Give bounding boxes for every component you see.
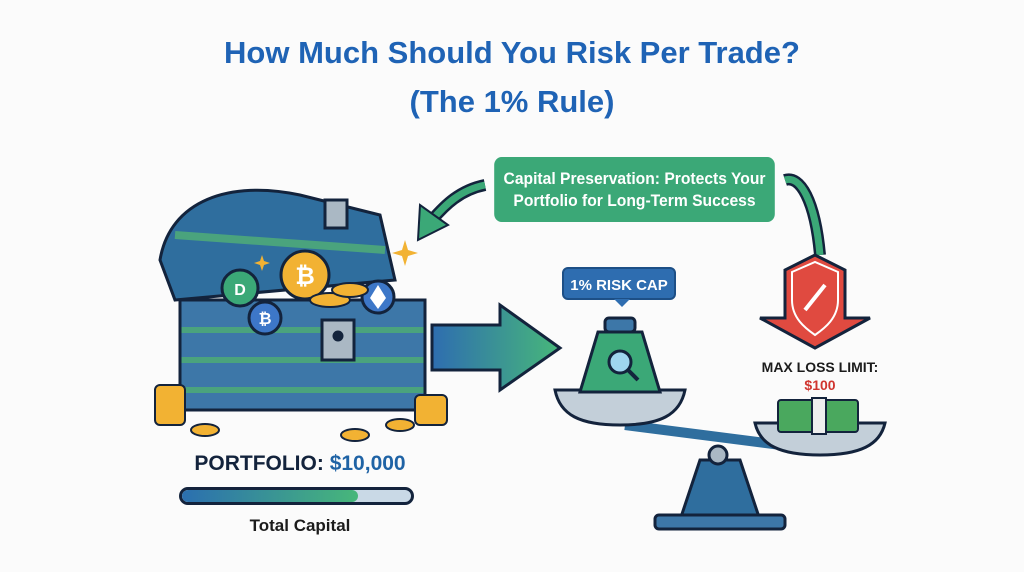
portfolio-value: $10,000 <box>329 452 406 475</box>
max-loss-title: MAX LOSS LIMIT: <box>761 359 879 375</box>
dash-coin-icon: D <box>220 268 260 308</box>
capital-progress-bar <box>179 487 414 505</box>
max-loss-label: MAX LOSS LIMIT: $100 <box>740 358 900 394</box>
broken-chain-shield-icon <box>759 253 871 350</box>
treasure-chest-icon <box>158 188 427 412</box>
max-loss-value: $100 <box>804 377 836 393</box>
curved-arrow-icon <box>416 173 826 256</box>
bitcoin-coin-icon: ₿ ₿ <box>247 249 331 336</box>
arrow-right-icon <box>430 302 563 393</box>
svg-text:₿: ₿ <box>258 309 271 328</box>
portfolio-label: PORTFOLIO: $10,000 <box>170 452 430 476</box>
balance-scale-icon <box>553 388 887 531</box>
total-capital-caption: Total Capital <box>249 516 351 535</box>
capital-preservation-callout: Capital Preservation: Protects Your Port… <box>494 157 775 222</box>
capital-progress-fill <box>182 490 359 502</box>
title-line-1: How Much Should You Risk Per Trade? <box>224 35 800 70</box>
svg-text:₿: ₿ <box>295 262 315 290</box>
title-line-2: (The 1% Rule) <box>409 84 615 119</box>
ethereum-coin-icon <box>360 279 396 315</box>
sparkle-icon <box>254 240 418 271</box>
callout-line-2: Portfolio for Long-Term Success <box>513 190 756 210</box>
risk-cap-badge: 1% RISK CAP <box>562 267 676 307</box>
callout-line-1: Capital Preservation: Protects Your <box>503 168 766 188</box>
weight-magnifier-icon <box>577 316 663 394</box>
svg-text:D: D <box>234 282 246 299</box>
portfolio-title: PORTFOLIO: <box>194 452 324 475</box>
cash-stack-icon <box>777 397 859 435</box>
coin-stack-icon <box>154 282 448 442</box>
